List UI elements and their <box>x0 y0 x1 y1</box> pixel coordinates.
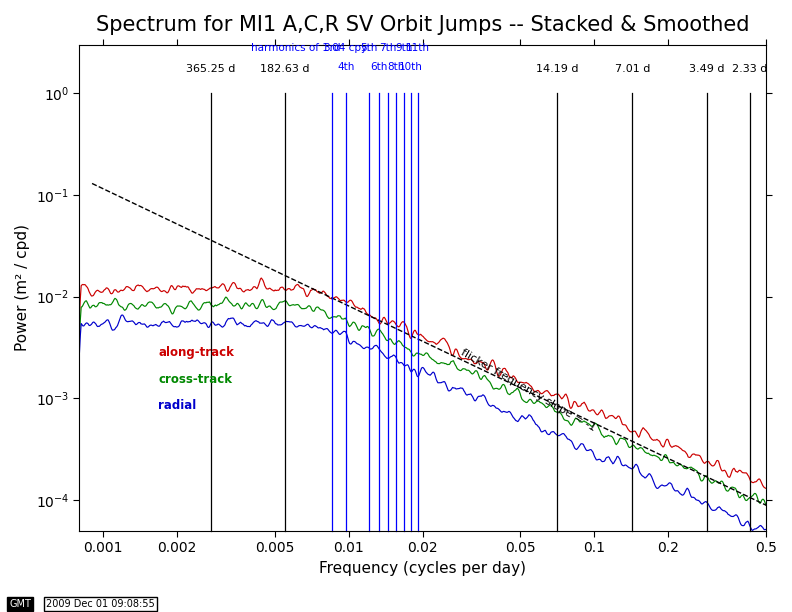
Text: 2.33 d: 2.33 d <box>732 64 767 74</box>
Y-axis label: Power (m² / cpd): Power (m² / cpd) <box>15 224 30 351</box>
Text: radial: radial <box>158 400 196 412</box>
Text: along-track: along-track <box>158 346 234 359</box>
X-axis label: Frequency (cycles per day): Frequency (cycles per day) <box>319 561 526 575</box>
Text: 11th: 11th <box>406 43 429 53</box>
Text: GMT: GMT <box>10 599 32 609</box>
Text: 8th: 8th <box>387 62 405 72</box>
Title: Spectrum for MI1 A,C,R SV Orbit Jumps -- Stacked & Smoothed: Spectrum for MI1 A,C,R SV Orbit Jumps --… <box>96 15 749 35</box>
Text: flicker frequency slope = -1: flicker frequency slope = -1 <box>459 347 597 433</box>
Text: 10th: 10th <box>399 62 423 72</box>
Text: 5th: 5th <box>360 43 378 53</box>
Text: 365.25 d: 365.25 d <box>186 64 235 74</box>
Text: 9th: 9th <box>395 43 413 53</box>
Text: 2009 Dec 01 09:08:55: 2009 Dec 01 09:08:55 <box>46 599 154 609</box>
Text: 6th: 6th <box>370 62 387 72</box>
Text: 7.01 d: 7.01 d <box>615 64 650 74</box>
Text: 182.63 d: 182.63 d <box>260 64 310 74</box>
Text: 7th: 7th <box>379 43 396 53</box>
Text: 3.49 d: 3.49 d <box>689 64 725 74</box>
Text: harmonics of 1.04 cpy:: harmonics of 1.04 cpy: <box>251 43 370 53</box>
Text: 14.19 d: 14.19 d <box>536 64 578 74</box>
Text: cross-track: cross-track <box>158 373 232 386</box>
Text: 4th: 4th <box>337 62 355 72</box>
Text: 3rd: 3rd <box>323 43 341 53</box>
